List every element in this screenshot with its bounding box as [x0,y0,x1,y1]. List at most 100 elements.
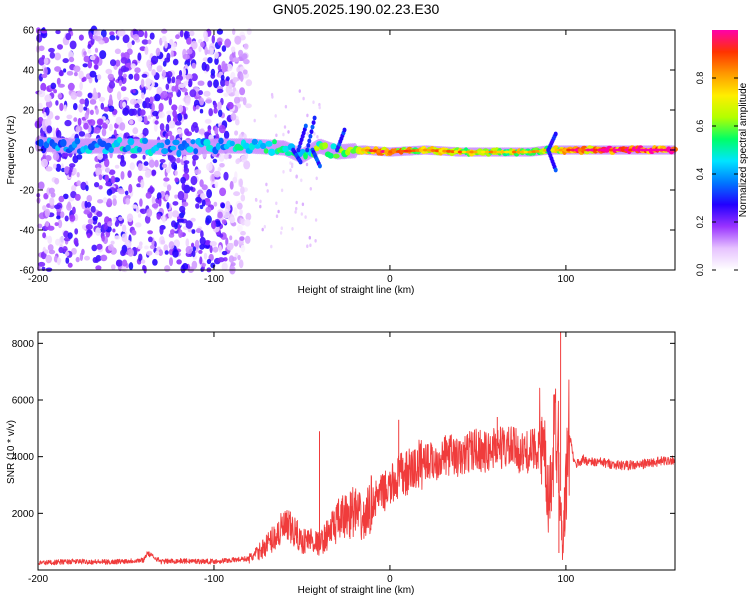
spectrogram-noise-blob [108,123,113,132]
spectrogram-noise-blob [47,235,53,244]
spectrogram-noise-blob [129,98,138,105]
spectrogram-noise-blob [233,191,241,197]
spectrogram-noise-blob [46,125,53,134]
spectrogram-ridge-blob [169,145,177,151]
spectrogram-noise-blob [185,73,193,81]
spectrogram-noise-blob [291,227,294,231]
spectrogram-ridge-blob [190,139,196,145]
spectrogram-noise-blob [122,101,126,108]
spectrogram-y-axis-label: Frequency (Hz) [6,116,17,185]
spectrogram-noise-blob [201,184,208,191]
spectrogram-noise-blob [194,239,200,249]
spectrogram-noise-blob [105,181,112,187]
spectrogram-feature-blob [553,131,558,137]
spectrogram-noise-blob [217,257,225,263]
colorbar-label: Normalized spectral amplitude [738,82,749,217]
spectrogram-noise-blob [87,92,93,99]
spectrogram-x-tick-label: -200 [28,274,48,285]
spectrogram-noise-blob [159,123,165,131]
spectrogram-noise-blob [186,48,193,55]
spectrogram-noise-blob [70,91,78,100]
spectrogram-noise-blob [145,192,152,199]
spectrogram-ridge-blob [322,142,329,150]
spectrogram-noise-blob [52,127,56,134]
spectrogram-noise-blob [314,239,317,243]
spectrogram-noise-blob [289,168,292,172]
spectrogram-ridge-core [585,148,591,152]
spectrogram-noise-blob [72,206,76,215]
spectrogram-noise-blob [167,130,173,137]
spectrogram-ridge-core [624,148,630,152]
spectrogram-noise-blob [174,194,179,199]
snr-y-tick-label: 8000 [12,339,35,350]
spectrogram-noise-blob [140,179,145,189]
spectrogram-noise-blob [151,196,156,205]
spectrogram-noise-blob [275,201,278,206]
spectrogram-noise-blob [179,30,184,38]
spectrogram-noise-blob [284,104,288,109]
spectrogram-ridge-core [666,148,673,152]
spectrogram-noise-blob [236,202,243,210]
spectrogram-ridge-blob [218,137,224,145]
spectrogram-noise-blob [56,215,61,220]
spectrogram-noise-blob [38,57,45,66]
spectrogram-noise-blob [114,235,121,240]
spectrogram-noise-blob [239,209,243,216]
spectrogram-noise-blob [177,113,183,122]
spectrogram-noise-blob [45,166,53,172]
spectrogram-noise-blob [64,119,72,127]
spectrogram-noise-blob [223,130,230,140]
spectrogram-noise-blob [164,250,169,255]
spectrogram-noise-blob [86,195,93,202]
spectrogram-noise-blob [240,73,244,82]
spectrogram-noise-blob [147,115,152,120]
spectrogram-noise-blob [315,176,318,181]
spectrogram-noise-blob [225,76,230,81]
spectrogram-noise-blob [139,109,146,116]
spectrogram-noise-blob [182,68,187,76]
spectrogram-noise-blob [40,82,47,92]
spectrogram-noise-blob [54,52,61,61]
spectrogram-noise-blob [114,221,119,227]
spectrogram-noise-blob [198,46,202,53]
spectrogram-noise-blob [275,133,278,138]
spectrogram-noise-blob [318,102,321,107]
spectrogram-noise-blob [76,90,83,98]
spectrogram-noise-blob [132,34,140,41]
spectrogram-noise-blob [45,254,52,264]
spectrogram-noise-blob [73,65,81,73]
spectrogram-noise-blob [116,91,122,101]
spectrogram-noise-blob [79,98,86,105]
spectrogram-noise-blob [201,199,206,207]
spectrogram-noise-blob [229,180,234,190]
spectrogram-noise-blob [169,257,173,267]
spectrogram-noise-blob [209,245,213,254]
spectrogram-noise-blob [190,40,198,50]
spectrogram-noise-blob [182,155,187,162]
spectrogram-noise-blob [159,159,166,163]
spectrogram-noise-blob [101,235,105,242]
spectrogram-ridge-core [384,150,390,154]
spectrogram-ridge-core [434,149,440,153]
spectrogram-noise-blob [120,171,125,180]
spectrogram-noise-blob [218,153,225,162]
spectrogram-ridge-core [643,148,649,152]
spectrogram-noise-blob [192,246,196,252]
spectrogram-noise-blob [220,78,226,87]
spectrogram-noise-blob [195,203,200,209]
spectrogram-ridge-blob [193,148,199,155]
spectrogram-noise-blob [109,35,116,41]
spectrogram-noise-blob [96,243,103,250]
spectrogram-noise-blob [114,164,120,169]
spectrogram-noise-blob [205,206,212,213]
spectrogram-noise-blob [160,239,166,245]
spectrogram-noise-blob [105,167,111,173]
spectrogram-noise-blob [92,215,98,221]
spectrogram-noise-blob [74,228,79,235]
spectrogram-noise-blob [139,133,143,139]
spectrogram-ridge-blob [327,152,334,159]
spectrogram-noise-blob [130,63,136,69]
spectrogram-noise-blob [214,181,219,189]
